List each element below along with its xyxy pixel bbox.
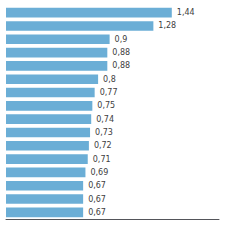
svg-text:0,69: 0,69 [90,168,108,177]
svg-text:0,67: 0,67 [88,195,106,204]
svg-text:0,73: 0,73 [95,128,113,137]
svg-text:1,44: 1,44 [177,8,195,17]
svg-text:0,67: 0,67 [88,181,106,190]
svg-text:0,88: 0,88 [112,61,130,70]
svg-text:0,8: 0,8 [103,75,116,84]
svg-text:0,71: 0,71 [93,155,111,164]
svg-text:0,75: 0,75 [97,101,115,110]
svg-text:0,72: 0,72 [94,141,112,150]
svg-text:0,77: 0,77 [100,88,118,97]
svg-text:0,88: 0,88 [112,48,130,57]
svg-text:0,67: 0,67 [88,208,106,217]
svg-text:0,9: 0,9 [115,35,128,44]
svg-text:1,28: 1,28 [158,21,176,30]
svg-text:0,74: 0,74 [96,115,114,124]
